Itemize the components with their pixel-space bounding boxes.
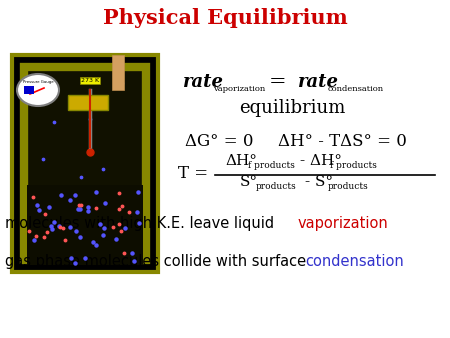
Text: ΔH° - TΔS° = 0: ΔH° - TΔS° = 0 <box>278 133 407 150</box>
Text: rate: rate <box>183 73 224 91</box>
Text: condensation: condensation <box>305 254 404 269</box>
Text: condensation: condensation <box>328 85 384 93</box>
Bar <box>27 185 143 265</box>
Text: vaporization: vaporization <box>213 85 265 93</box>
Bar <box>24 67 146 260</box>
Text: - S°: - S° <box>305 175 333 189</box>
Text: ΔG° = 0: ΔG° = 0 <box>185 133 253 150</box>
Bar <box>24 86 34 94</box>
Text: Pressure Gauge: Pressure Gauge <box>22 80 53 84</box>
Text: ΔH°: ΔH° <box>225 154 257 168</box>
Text: T =: T = <box>178 165 208 182</box>
Text: gas phase molecules collide with surface: gas phase molecules collide with surface <box>5 254 306 269</box>
Text: products: products <box>328 182 369 191</box>
Text: 273 K: 273 K <box>81 78 99 83</box>
Text: products: products <box>256 182 297 191</box>
Bar <box>12 55 158 272</box>
Text: =: = <box>269 72 287 91</box>
Text: - ΔH°: - ΔH° <box>300 154 342 168</box>
Text: S°: S° <box>240 175 258 189</box>
Text: vaporization: vaporization <box>298 216 389 231</box>
Text: f products: f products <box>330 161 377 170</box>
Text: molecules with high K.E. leave liquid: molecules with high K.E. leave liquid <box>5 216 274 231</box>
Text: Physical Equilibrium: Physical Equilibrium <box>103 8 347 28</box>
Bar <box>112 55 124 90</box>
Text: equilibrium: equilibrium <box>239 99 345 117</box>
Ellipse shape <box>17 74 59 106</box>
Text: f products: f products <box>248 161 295 170</box>
Text: rate: rate <box>298 73 339 91</box>
Bar <box>68 95 108 110</box>
